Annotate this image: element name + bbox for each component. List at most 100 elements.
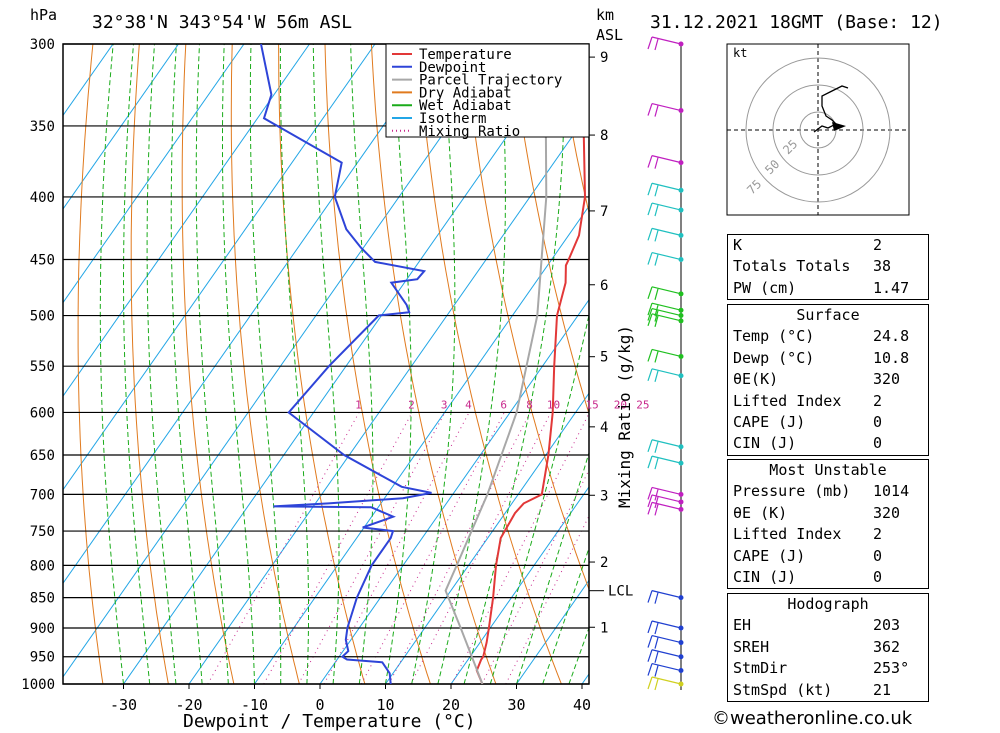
wind-barb-flag xyxy=(647,439,653,452)
legend-entry: Isotherm xyxy=(419,111,486,127)
x-tick-label: 10 xyxy=(376,696,394,714)
pressure-tick-label: 900 xyxy=(30,621,55,637)
pressure-tick-label: 550 xyxy=(30,359,55,375)
wind-barb-flag xyxy=(654,637,659,649)
lcl-label: LCL xyxy=(608,584,633,600)
mixing-ratio-line xyxy=(451,412,589,684)
isotherm-line xyxy=(450,485,589,684)
profiles xyxy=(260,44,587,684)
mixing-ratio-line xyxy=(388,412,531,684)
mixing-ratio-label: 10 xyxy=(547,398,560,411)
dry-adiabat-line xyxy=(975,44,1000,684)
hodograph-ring xyxy=(772,84,864,176)
wind-barb-shaft xyxy=(651,501,682,510)
x-tick-label: 20 xyxy=(442,696,460,714)
surface-title: Surface xyxy=(796,306,860,324)
most-unstable-panel: Most Unstable Pressure (mb) 1014 θE (K) 32… xyxy=(727,459,929,590)
wind-barb-shaft xyxy=(651,307,682,317)
k-index-value: 2 xyxy=(873,236,883,254)
surface-temp-label: Temp (°C) xyxy=(733,327,815,346)
isotherm-line xyxy=(63,44,114,117)
legend-entry: Dewpoint xyxy=(419,60,486,76)
pressure-tick-label: 950 xyxy=(30,650,55,666)
surface-dewp-value: 10.8 xyxy=(873,348,910,367)
wind-barb-flag xyxy=(647,635,653,648)
mu-cape-label: CAPE (J) xyxy=(733,546,806,565)
pressure-tick-label: 350 xyxy=(30,119,55,135)
pressure-tick-label: 1000 xyxy=(21,677,55,693)
indices-panel: K 2 Totals Totals 38 PW (cm) 1.47 xyxy=(727,234,929,301)
wind-barb-shaft xyxy=(651,251,682,261)
wind-barb-flag xyxy=(647,590,653,603)
x-tick-label: -30 xyxy=(110,696,137,714)
mixing-ratio-line xyxy=(207,412,360,684)
mu-pressure-value: 1014 xyxy=(873,482,910,501)
wind-barb-flag xyxy=(647,303,653,316)
wind-barb-flag xyxy=(647,368,653,381)
plot-frame xyxy=(62,43,590,685)
mixing-ratio-line xyxy=(263,412,413,684)
wind-barb-shaft xyxy=(651,620,682,629)
mixing-ratio-label: 25 xyxy=(636,398,649,411)
mu-cape-value: 0 xyxy=(873,546,883,565)
km-tick-label: 6 xyxy=(600,278,608,294)
wind-barb-flag xyxy=(647,155,653,168)
wet-adiabat-line xyxy=(350,44,374,684)
km-tick-label: 7 xyxy=(600,204,608,220)
isotherm-line xyxy=(63,44,441,585)
wet-adiabat-line xyxy=(249,44,282,684)
wind-barb-flag xyxy=(654,38,659,51)
totals-totals-label: Totals Totals xyxy=(733,257,851,276)
dry-adiabat-line xyxy=(370,44,497,684)
isotherm-line xyxy=(319,298,589,684)
wind-barb-flag xyxy=(654,370,659,382)
eh-label: EH xyxy=(733,616,752,635)
legend-entry: Parcel Trajectory xyxy=(419,73,562,89)
km-label: km xyxy=(596,6,614,24)
wind-barb-shaft xyxy=(651,302,682,311)
wind-barb-flag xyxy=(654,457,659,470)
wind-barb-flag xyxy=(654,310,659,322)
x-tick-label: 30 xyxy=(507,696,525,714)
isotherm-line xyxy=(188,111,589,684)
hodograph-params-title: Hodograph xyxy=(787,595,869,613)
wind-barb-flag xyxy=(654,185,659,197)
mixing-ratio-axis-label: Mixing Ratio (g/kg) xyxy=(615,325,634,508)
wind-barb-flag xyxy=(654,204,659,217)
mixing-ratio-label: 3 xyxy=(441,398,448,411)
mixing-ratio-label: 1 xyxy=(355,398,362,411)
mixing-ratio-label: 2 xyxy=(408,398,415,411)
wet-adiabat-line xyxy=(489,312,589,684)
wind-barb-flag xyxy=(654,157,659,169)
mu-pressure-label: Pressure (mb) xyxy=(733,482,851,501)
mixing-ratio-line xyxy=(481,468,589,684)
wind-barb-flag xyxy=(647,649,653,662)
wind-barb-flag xyxy=(654,678,659,691)
mixing-ratio-label: 6 xyxy=(500,398,507,411)
dry-adiabat-line xyxy=(929,44,1000,684)
wet-adiabat-line xyxy=(146,44,177,684)
pressure-tick-label: 700 xyxy=(30,487,55,503)
isotherm-line xyxy=(63,44,507,678)
isotherm-line xyxy=(123,44,572,684)
wind-barb-shaft xyxy=(651,182,682,191)
copyright-link[interactable]: ©weatheronline.co.uk xyxy=(712,708,913,729)
wind-barb-flag xyxy=(654,622,659,635)
wind-barb-flag xyxy=(647,487,653,500)
wind-barb-shaft xyxy=(651,102,682,112)
wet-adiabat-line xyxy=(222,44,255,684)
wind-barb-shaft xyxy=(651,486,682,495)
surface-li-value: 2 xyxy=(873,391,883,410)
mixing-ratio-label: 20 xyxy=(614,398,627,411)
date-title: 31.12.2021 18GMT (Base: 12) xyxy=(650,12,943,33)
wind-barb-shaft xyxy=(651,676,682,685)
pressure-tick-label: 450 xyxy=(30,253,55,269)
hodograph-ring xyxy=(745,57,891,203)
eh-value: 203 xyxy=(873,616,901,635)
wind-barb-shaft xyxy=(651,494,682,503)
x-axis-label: Dewpoint / Temperature (°C) xyxy=(183,711,476,732)
wind-barb-flag xyxy=(647,494,653,508)
pw-label: PW (cm) xyxy=(733,278,797,297)
